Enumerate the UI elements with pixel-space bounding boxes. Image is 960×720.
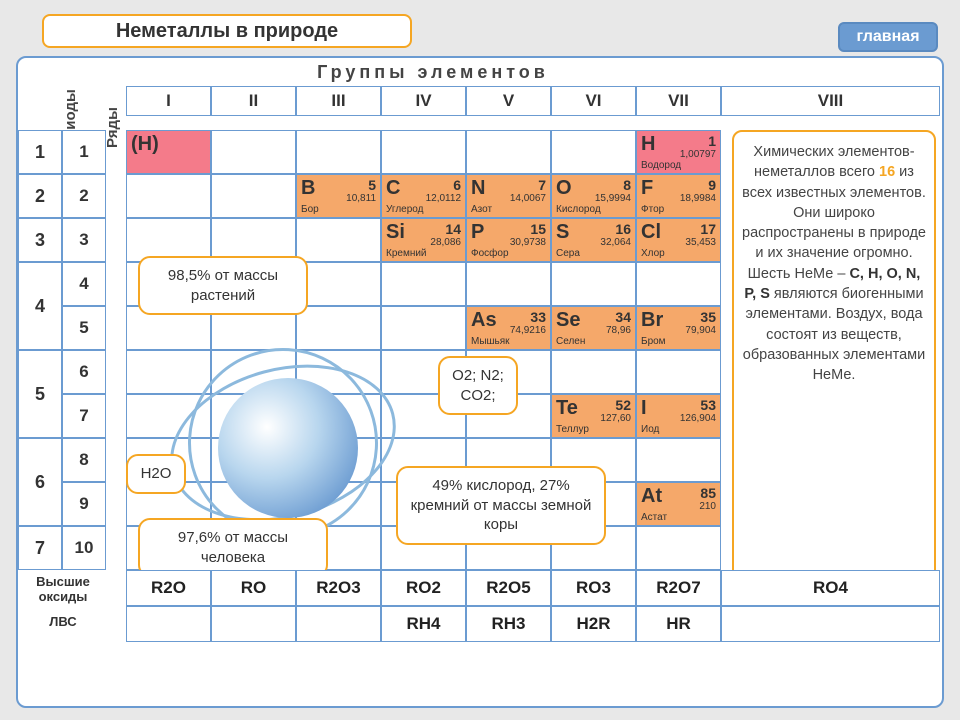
info-text: являются биогенными элементами. Воздух, … [743, 286, 925, 383]
element-cell[interactable]: As3374,9216Мышьяк [466, 306, 551, 350]
period-number: 2 [18, 174, 62, 218]
page-title: Неметаллы в природе [42, 14, 412, 48]
column-header: VI [551, 86, 636, 116]
element-cell[interactable]: C612,0112Углерод [381, 174, 466, 218]
element-cell[interactable]: I53126,904Иод [636, 394, 721, 438]
lvs-formula: RH3 [466, 606, 551, 642]
oxide-formula: R2O3 [296, 570, 381, 606]
element-cell[interactable]: P1530,9738Фосфор [466, 218, 551, 262]
oxide-formula: RO3 [551, 570, 636, 606]
oxide-formula: R2O7 [636, 570, 721, 606]
column-header: V [466, 86, 551, 116]
grid-cell [636, 526, 721, 570]
grid-cell [466, 262, 551, 306]
element-cell[interactable]: At85210Астат [636, 482, 721, 526]
lvs-formula: RH4 [381, 606, 466, 642]
element-cell[interactable]: Br3579,904Бром [636, 306, 721, 350]
column-header: I [126, 86, 211, 116]
row-number: 4 [62, 262, 106, 306]
callout: 49% кислород, 27% кремний от массы земно… [396, 466, 606, 545]
info-text: из всех известных элементов. Они широко … [742, 164, 926, 281]
grid-cell [381, 130, 466, 174]
column-header: II [211, 86, 296, 116]
row-number: 2 [62, 174, 106, 218]
oxides-label: Высшие оксиды [22, 574, 104, 604]
oxide-formula: R2O5 [466, 570, 551, 606]
oxide-formula: RO2 [381, 570, 466, 606]
lvs-label: ЛВС [22, 614, 104, 629]
callout: 97,6% от массы человека [138, 518, 328, 577]
oxide-formula: RO [211, 570, 296, 606]
row-number: 5 [62, 306, 106, 350]
grid-cell [211, 174, 296, 218]
row-number: 1 [62, 130, 106, 174]
element-cell[interactable]: B510,811Бор [296, 174, 381, 218]
period-number: 5 [18, 350, 62, 438]
grid-cell [551, 350, 636, 394]
lvs-formula [211, 606, 296, 642]
grid-cell [466, 130, 551, 174]
row-number: 9 [62, 482, 106, 526]
column-header: VII [636, 86, 721, 116]
element-cell[interactable]: F918,9984Фтор [636, 174, 721, 218]
period-number: 3 [18, 218, 62, 262]
column-header: III [296, 86, 381, 116]
lvs-formula [126, 606, 211, 642]
period-number: 6 [18, 438, 62, 526]
grid-cell [381, 262, 466, 306]
element-cell[interactable]: Si1428,086Кремний [381, 218, 466, 262]
oxide-formula: RO4 [721, 570, 940, 606]
row-number: 6 [62, 350, 106, 394]
row-number: 8 [62, 438, 106, 482]
element-cell[interactable]: (H) [126, 130, 211, 174]
element-cell[interactable]: Se3478,96Селен [551, 306, 636, 350]
oxide-formula: R2O [126, 570, 211, 606]
callout: O2; N2; CO2; [438, 356, 518, 415]
element-cell[interactable]: Te52127,60Теллур [551, 394, 636, 438]
grid-cell [296, 218, 381, 262]
period-number: 4 [18, 262, 62, 350]
info-panel: Химических элементов-неметаллов всего 16… [732, 130, 936, 580]
main-button[interactable]: главная [838, 22, 938, 52]
row-number: 7 [62, 394, 106, 438]
grid-cell [636, 262, 721, 306]
lvs-formula: HR [636, 606, 721, 642]
lvs-formula [721, 606, 940, 642]
grid-cell [296, 130, 381, 174]
grid-cell [636, 438, 721, 482]
element-cell[interactable]: N714,0067Азот [466, 174, 551, 218]
grid-cell [551, 130, 636, 174]
lvs-formula: H2R [551, 606, 636, 642]
row-number: 10 [62, 526, 106, 570]
info-count: 16 [879, 164, 895, 180]
grid-cell [551, 262, 636, 306]
element-cell[interactable]: O815,9994Кислород [551, 174, 636, 218]
groups-header: Группы элементов [138, 62, 728, 83]
grid-cell [211, 130, 296, 174]
period-number: 1 [18, 130, 62, 174]
callout: 98,5% от массы растений [138, 256, 308, 315]
rows-label: Ряды [104, 107, 121, 148]
element-cell[interactable]: Cl1735,453Хлор [636, 218, 721, 262]
grid-cell [126, 174, 211, 218]
period-number: 7 [18, 526, 62, 570]
column-header: IV [381, 86, 466, 116]
row-number: 3 [62, 218, 106, 262]
column-header: VIII [721, 86, 940, 116]
element-cell[interactable]: S1632,064Сера [551, 218, 636, 262]
element-cell[interactable]: H11,00797Водород [636, 130, 721, 174]
grid-cell [296, 262, 381, 306]
callout: H2O [126, 454, 186, 494]
periodic-table: Группы элементов Периоды Ряды IIIIIIIVVV… [16, 56, 944, 708]
lvs-formula [296, 606, 381, 642]
grid-cell [636, 350, 721, 394]
